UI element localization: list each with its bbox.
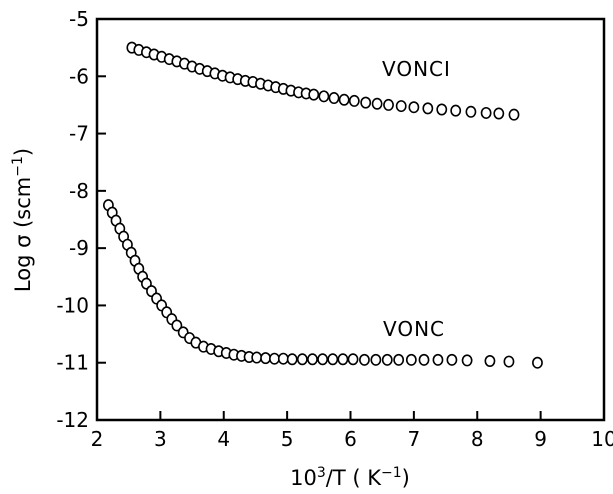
data-point-vonc (381, 353, 393, 366)
x-tick-label: 5 (281, 427, 294, 451)
data-point-vonci (308, 88, 320, 101)
y-tick-label: -11 (56, 351, 89, 375)
y-tick-label: -9 (69, 236, 89, 260)
series-label-vonc: VONC (383, 317, 445, 341)
data-point-vonci (318, 90, 330, 103)
x-tick-label: 7 (408, 427, 421, 451)
data-point-vonci (328, 92, 340, 105)
y-axis-ticks: -5 -6 -7 -8 -9 -10 -11 -12 (56, 7, 106, 432)
data-point-vonc (286, 353, 298, 366)
data-point-vonc (307, 353, 318, 366)
x-tick-label: 4 (217, 427, 230, 451)
x-axis-ticks: 2 3 4 5 6 7 8 9 10 (91, 411, 613, 451)
data-point-vonc (532, 356, 543, 369)
y-tick-label: -10 (56, 293, 89, 317)
x-tick-label: 6 (344, 427, 357, 451)
x-tick-label: 8 (471, 427, 484, 451)
data-point-vonc (461, 354, 473, 367)
x-tick-label: 10 (591, 427, 613, 451)
data-points (103, 41, 543, 369)
series-label-vonci: VONCI (382, 57, 451, 81)
y-tick-label: -6 (69, 64, 89, 88)
data-point-vonc (296, 353, 308, 366)
data-point-vonci (436, 103, 448, 116)
data-point-vonc (405, 353, 417, 366)
data-point-vonc (432, 353, 444, 366)
data-point-vonc (337, 353, 349, 366)
x-tick-label: 3 (154, 427, 167, 451)
x-axis-title: 103/T ( K−1) (290, 465, 410, 490)
data-point-vonc (260, 352, 271, 365)
data-point-vonci (371, 97, 383, 110)
y-axis-title: Log σ (scm−1) (10, 148, 35, 292)
data-point-vonc (393, 353, 405, 366)
data-point-vonci (465, 105, 477, 118)
data-point-vonci (408, 101, 420, 114)
data-point-vonc (359, 353, 370, 366)
data-point-vonc (327, 353, 339, 366)
data-point-vonc (171, 319, 183, 332)
data-point-vonci (383, 98, 394, 111)
data-point-vonci (480, 106, 492, 119)
data-point-vonc (446, 353, 458, 366)
x-tick-label: 2 (91, 427, 104, 451)
y-tick-label: -7 (69, 122, 89, 146)
y-tick-label: -12 (56, 408, 89, 432)
data-point-vonci (508, 108, 520, 121)
data-point-vonc (503, 355, 515, 368)
data-point-vonc (269, 352, 280, 365)
data-point-vonc (251, 351, 263, 364)
data-point-vonci (493, 107, 505, 120)
data-point-vonc (277, 352, 289, 365)
data-point-vonci (360, 96, 372, 109)
x-tick-label: 9 (534, 427, 547, 451)
data-point-vonc (484, 354, 496, 367)
data-point-vonc (370, 353, 382, 366)
data-point-vonci (338, 93, 350, 106)
data-point-vonc (418, 353, 430, 366)
y-tick-label: -5 (69, 7, 89, 31)
data-point-vonc (317, 353, 329, 366)
data-point-vonci (422, 102, 434, 115)
data-point-vonc (347, 353, 359, 366)
y-tick-label: -8 (69, 179, 89, 203)
data-point-vonci (450, 104, 462, 117)
data-point-vonci (348, 94, 360, 107)
data-point-vonci (395, 100, 407, 113)
